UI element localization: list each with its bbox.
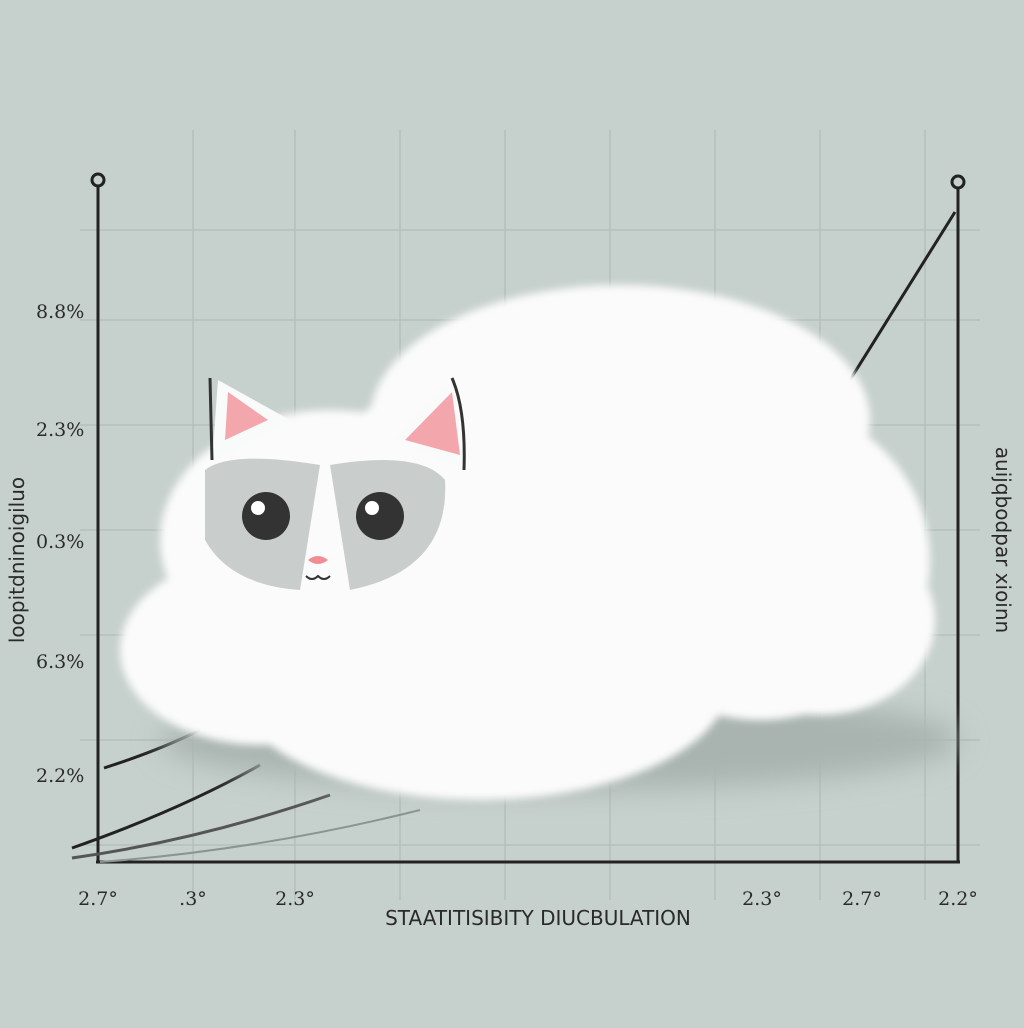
x-label: 2.2° [938, 888, 978, 910]
axes [90, 172, 966, 864]
y-label: 2.3% [36, 419, 84, 441]
x-label: .3° [179, 888, 207, 910]
cat-cloud [120, 285, 935, 800]
x-label: 2.3° [275, 888, 315, 910]
x-labels: 2.7° .3° 2.3° 2.3° 2.7° 2.2° [78, 888, 978, 910]
x-label: 2.7° [78, 888, 118, 910]
x-label: 2.3° [742, 888, 782, 910]
x-label: 2.7° [842, 888, 882, 910]
cat-face [205, 377, 466, 590]
y-label: 8.8% [36, 301, 84, 323]
y-label: 2.2% [36, 765, 84, 787]
y-label: 6.3% [36, 651, 84, 673]
x-title: STAATITISIBITY DIUCBULATION [385, 906, 691, 930]
y-title: loopitdninoigiluo [5, 477, 29, 643]
y-label: 0.3% [36, 531, 84, 553]
right-title: auijqbodpar xioinn [991, 447, 1015, 633]
y-labels: 8.8% 2.3% 0.3% 6.3% 2.2% [36, 301, 84, 787]
